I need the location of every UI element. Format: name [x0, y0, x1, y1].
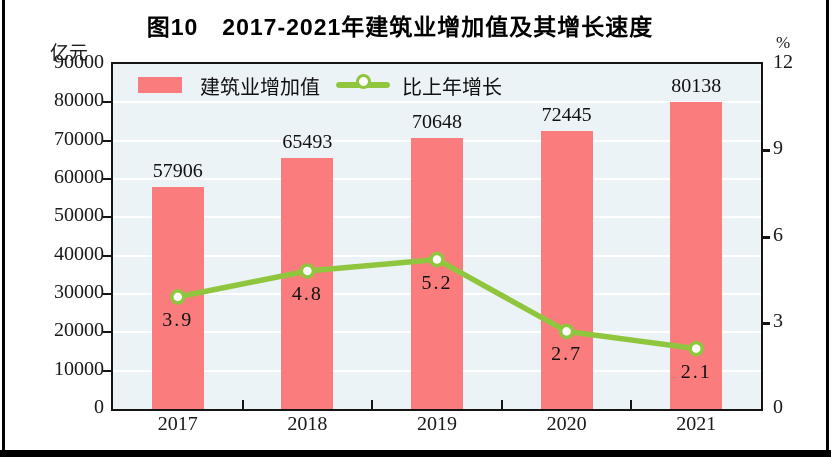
left-axis-tick-label: 50000 [54, 204, 104, 227]
bar [281, 157, 334, 409]
bar-value-label: 65493 [282, 130, 333, 153]
bar [411, 138, 463, 409]
line-value-label: 2.1 [680, 360, 712, 383]
x-axis-tick [371, 400, 374, 409]
page-border-bottom [0, 450, 831, 457]
x-axis-category-label: 2020 [546, 413, 587, 435]
line-point-marker [688, 340, 704, 357]
right-axis-tick [759, 149, 770, 153]
bar [540, 131, 593, 409]
legend-line-label: 比上年增长 [402, 77, 502, 99]
bar-value-label: 57906 [152, 160, 203, 183]
left-axis-tick [103, 101, 112, 104]
right-axis-tick-label: 6 [773, 223, 783, 246]
legend-bar-label: 建筑业增加值 [200, 77, 320, 99]
right-axis-tick-label: 9 [773, 137, 783, 160]
bar [670, 101, 723, 409]
left-axis-tick [103, 293, 112, 295]
legend-line-marker-icon [356, 74, 371, 89]
x-axis-category-label: 2019 [417, 413, 457, 435]
x-axis-tick [500, 400, 503, 409]
right-axis-tick [759, 235, 770, 239]
line-point-marker [429, 251, 445, 268]
line-point-marker [299, 263, 316, 279]
bar-value-label: 70648 [412, 111, 462, 134]
left-axis-tick-label: 0 [94, 396, 104, 418]
left-axis-tick-label: 60000 [54, 166, 104, 188]
line-point-marker [558, 323, 575, 340]
page-border-left [2, 0, 5, 457]
x-axis-category-label: 2017 [157, 413, 198, 435]
bar-value-label: 80138 [671, 74, 722, 97]
x-axis-category-label: 2018 [287, 413, 328, 435]
legend-bar-swatch [138, 77, 182, 93]
page-border-right [826, 0, 829, 457]
right-axis-unit: % [776, 33, 791, 52]
plot-area: 57906 65493 70648 72445 80138 3.9 4.8 5.2 2.7 2.… [111, 62, 763, 411]
line-value-label: 4.8 [291, 283, 323, 305]
right-axis-tick [759, 321, 770, 325]
left-axis-unit: 亿元 [50, 43, 89, 64]
left-axis-tick-label: 90000 [54, 51, 104, 73]
line-value-label: 3.9 [162, 308, 194, 331]
right-axis-tick-label: 3 [773, 309, 783, 332]
line-series [170, 251, 704, 357]
left-axis-tick-label: 10000 [54, 357, 104, 380]
x-axis-tick [630, 400, 633, 409]
right-axis-tick-label: 0 [773, 396, 783, 418]
left-axis-tick-label: 70000 [54, 127, 104, 150]
left-axis-tick-label: 30000 [54, 281, 104, 303]
left-axis-tick [103, 139, 112, 142]
line-value-label: 5.2 [421, 271, 453, 294]
line-point-marker [170, 289, 186, 305]
left-axis-tick-label: 20000 [54, 319, 104, 342]
gridline [113, 101, 761, 104]
left-axis-tick-label: 80000 [54, 89, 104, 112]
bar-value-label: 72445 [541, 104, 592, 127]
left-axis-tick-label: 40000 [54, 242, 104, 265]
chart-title: 图10 2017-2021年建筑业增加值及其增长速度 [146, 14, 654, 40]
x-axis-category-label: 2021 [676, 413, 717, 435]
x-axis-tick [241, 400, 244, 409]
right-axis-tick-label: 12 [773, 51, 793, 73]
line-value-label: 2.7 [551, 343, 583, 366]
left-axis-tick [103, 369, 112, 372]
left-axis-tick [103, 331, 112, 334]
left-axis-tick [103, 254, 112, 257]
left-axis-tick [103, 216, 112, 219]
left-axis-tick [103, 178, 112, 180]
